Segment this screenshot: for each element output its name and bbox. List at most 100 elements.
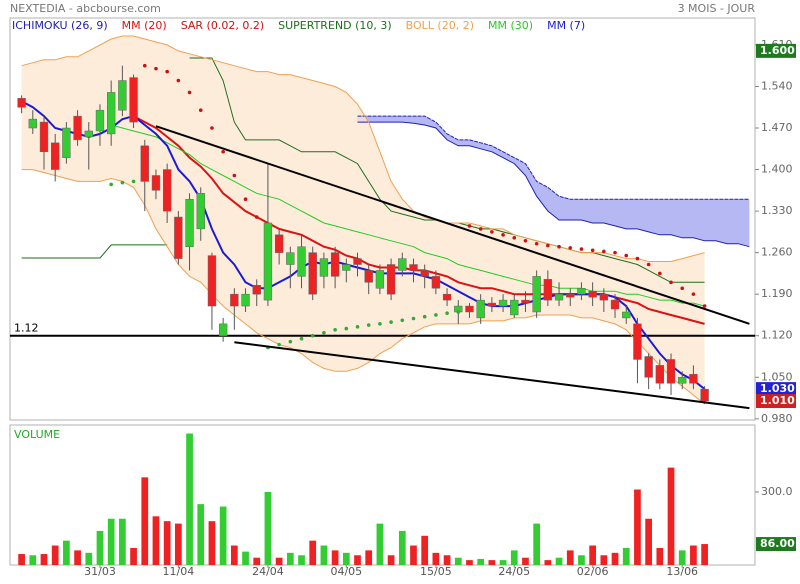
cloud-upper [357, 115, 750, 200]
band-upper [21, 35, 705, 262]
volume-bar [398, 530, 406, 565]
volume-bar [466, 560, 473, 565]
volume-bar [63, 540, 70, 565]
candle-body [644, 356, 653, 378]
sar-dot [366, 323, 371, 327]
sar-dot [602, 249, 606, 254]
volume-bar [622, 547, 630, 565]
chart-title: NEXTEDIA - abcbourse.com [10, 2, 161, 15]
volume-bar [163, 521, 171, 565]
sar-dot [198, 108, 203, 113]
volume-bar [410, 545, 417, 565]
volume-bar [29, 555, 37, 565]
candle-body [566, 293, 575, 298]
candle-body [107, 92, 116, 135]
candle-body [286, 252, 295, 265]
volume-bar [387, 555, 395, 565]
volume-title: VOLUME [14, 428, 60, 441]
y-tick-label: 300.0 [761, 485, 793, 498]
candle-body [655, 365, 664, 384]
volume-bar [275, 557, 283, 565]
volume-bar [320, 545, 328, 565]
sar-dot [523, 238, 528, 243]
volume-bar [555, 557, 563, 565]
candle-body [51, 142, 60, 170]
sar-dot [501, 233, 505, 237]
volume-bar [544, 560, 552, 565]
candle-body [17, 98, 26, 108]
price-panel-frame [9, 17, 756, 421]
volume-bar [454, 557, 462, 565]
candle-body [375, 270, 385, 289]
sar-dot [590, 248, 595, 253]
volume-bar [566, 550, 574, 565]
cloud-fill [357, 116, 750, 247]
sar-dot [232, 173, 237, 178]
sar-dot [400, 318, 405, 323]
candle-body [230, 293, 239, 307]
y-tick-label: 1.050 [761, 370, 793, 383]
candle-body [207, 255, 217, 307]
volume-bar [230, 545, 238, 565]
volume-bar [18, 554, 25, 565]
sar-dot [411, 316, 416, 321]
sar-dot [445, 311, 449, 315]
volume-bar [522, 557, 529, 565]
sar-dot [333, 327, 337, 332]
sar-dot [310, 333, 315, 338]
volume-bar [634, 489, 641, 565]
volume-bar [656, 547, 664, 565]
volume-bar [331, 550, 339, 565]
volume-bar [499, 560, 507, 565]
x-tick-label: 24/05 [498, 565, 530, 578]
value-box [756, 394, 796, 409]
candle-body [73, 115, 82, 141]
candle-body [420, 270, 429, 277]
volume-bar [298, 555, 305, 565]
sar-dot [109, 182, 113, 187]
x-tick-label: 24/04 [252, 565, 284, 578]
volume-bar [51, 545, 59, 565]
x-tick-label: 15/05 [420, 565, 452, 578]
candle-body [330, 252, 340, 277]
candle-body [666, 359, 676, 384]
value-box [756, 537, 796, 552]
volume-bar [85, 552, 93, 565]
candle-body [554, 293, 564, 301]
y-tick-label: 0.980 [761, 412, 793, 425]
indicator-line [111, 124, 705, 307]
trend-line [155, 125, 750, 325]
candle-body [487, 302, 497, 307]
sar-dot [210, 126, 214, 130]
volume-bar [74, 550, 81, 565]
volume-bar [678, 550, 686, 565]
sar-dot [176, 78, 181, 83]
value-box-label: 1.600 [760, 44, 795, 57]
value-box [756, 382, 796, 397]
volume-bar [141, 477, 149, 565]
sar-dot [557, 244, 561, 249]
candle-body [689, 374, 698, 384]
sar-dot [669, 280, 673, 285]
volume-bar [533, 523, 541, 565]
candle-body [140, 145, 149, 182]
sar-dot [467, 224, 472, 228]
volume-bar [174, 523, 182, 565]
candle-body [174, 216, 183, 259]
y-tick-label: 1.540 [761, 79, 793, 92]
sar-dot [635, 256, 640, 261]
candle-body [510, 299, 519, 316]
candle-body [274, 234, 284, 253]
volume-bar [690, 545, 697, 565]
volume-bar [130, 547, 137, 565]
volume-bar [701, 544, 708, 565]
sar-dot [378, 322, 382, 326]
sar-dot [434, 313, 438, 317]
candle-body [700, 388, 709, 402]
sar-dot [456, 310, 461, 314]
candle-body [218, 323, 228, 336]
volume-bar [488, 560, 496, 565]
x-tick-label: 13/06 [666, 565, 698, 578]
sar-dot [613, 250, 617, 255]
